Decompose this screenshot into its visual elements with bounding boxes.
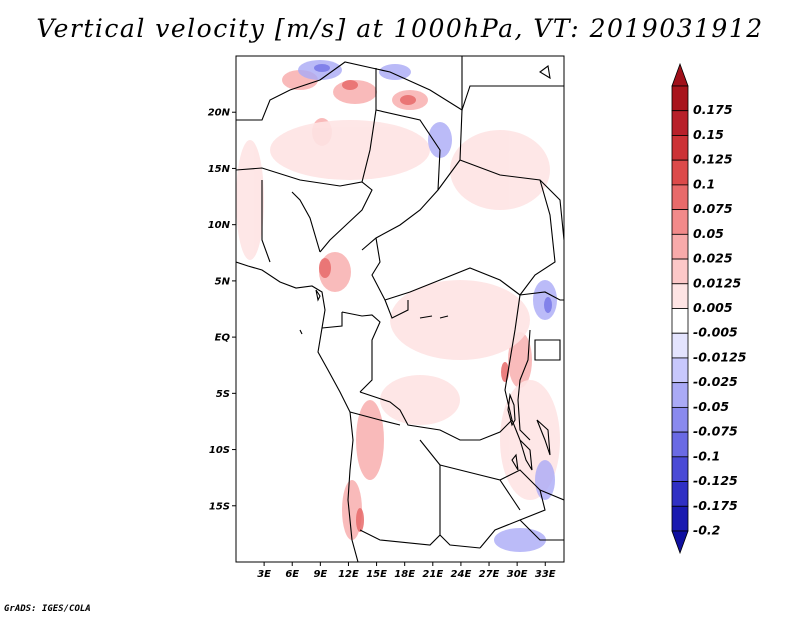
colorbar-label: -0.0125 [693,349,747,364]
lat-tick-label: 5S [216,389,230,400]
lon-tick-label: 9E [313,569,327,580]
colorbar-label: 0.15 [693,127,724,142]
lon-tick-label: 24E [451,569,472,580]
colorbar-label: 0.0125 [693,275,742,290]
latitude-axis: 20N 15N 10N 5N EQ 5S 10S 15S [208,108,236,512]
colorbar-label: -0.005 [693,325,738,340]
grads-credit: GrADS: IGES/COLA [4,604,91,614]
colorbar-swatch [671,110,689,136]
colorbar-label: 0.175 [693,102,733,117]
colorbar-swatch [671,481,689,507]
colorbar-swatch [671,135,689,161]
colorbar-label: -0.1 [693,448,720,463]
colorbar-top-triangle [671,62,689,87]
colorbar-label: 0.005 [693,300,733,315]
colorbar-label: -0.125 [693,473,738,488]
lat-tick-label: 20N [208,108,231,119]
lat-tick-label: EQ [215,333,231,344]
colorbar-swatch [671,505,689,532]
colorbar-label: -0.175 [693,498,738,513]
boundaries [236,56,564,562]
lon-tick-label: 12E [338,569,359,580]
lon-tick-label: 3E [257,569,271,580]
colorbar-swatch [671,233,689,260]
colorbar-swatch [671,209,689,235]
colorbar-label: -0.05 [693,399,729,414]
lon-tick-label: 18E [394,569,415,580]
colorbar-label: 0.1 [693,176,715,191]
lon-tick-label: 33E [535,569,556,580]
shading-layer [236,56,564,562]
colorbar-label: -0.075 [693,424,738,439]
longitude-axis: 3E 6E 9E 12E 15E 18E 21E 24E 27E 30E 33E [257,562,556,580]
colorbar-swatch [671,382,689,408]
chart-title: Vertical velocity [m/s] at 1000hPa, VT: … [36,14,764,43]
colorbar-swatch [671,159,689,186]
colorbar: 0.175 0.15 0.125 0.1 0.075 0.05 0.025 0.0125 0.0… [671,62,747,555]
colorbar-label: 0.05 [693,226,724,241]
colorbar-swatch [671,406,689,433]
colorbar-swatch [671,357,689,384]
lon-tick-label: 30E [507,569,528,580]
colorbar-swatch [671,308,689,334]
colorbar-label: -0.025 [693,374,738,389]
lat-tick-label: 10S [209,445,230,456]
lon-tick-label: 21E [422,569,443,580]
colorbar-label: 0.025 [693,251,733,266]
colorbar-label: 0.125 [693,152,733,167]
colorbar-swatch [671,283,689,309]
lat-tick-label: 10N [208,220,231,231]
colorbar-swatch [671,184,689,211]
lon-tick-label: 27E [479,569,500,580]
colorbar-label: -0.2 [693,523,720,538]
lon-tick-label: 15E [366,569,387,580]
lat-tick-label: 15N [208,164,231,175]
colorbar-swatch [671,431,689,458]
colorbar-swatch [671,456,689,482]
lat-tick-label: 5N [215,276,231,287]
lat-tick-label: 15S [209,501,230,512]
colorbar-swatch [671,258,689,285]
lon-tick-label: 6E [285,569,299,580]
colorbar-label: 0.075 [693,201,733,216]
colorbar-swatch [671,332,689,359]
colorbar-swatch [671,85,689,112]
map-frame [235,55,565,563]
colorbar-bottom-triangle [671,530,689,555]
